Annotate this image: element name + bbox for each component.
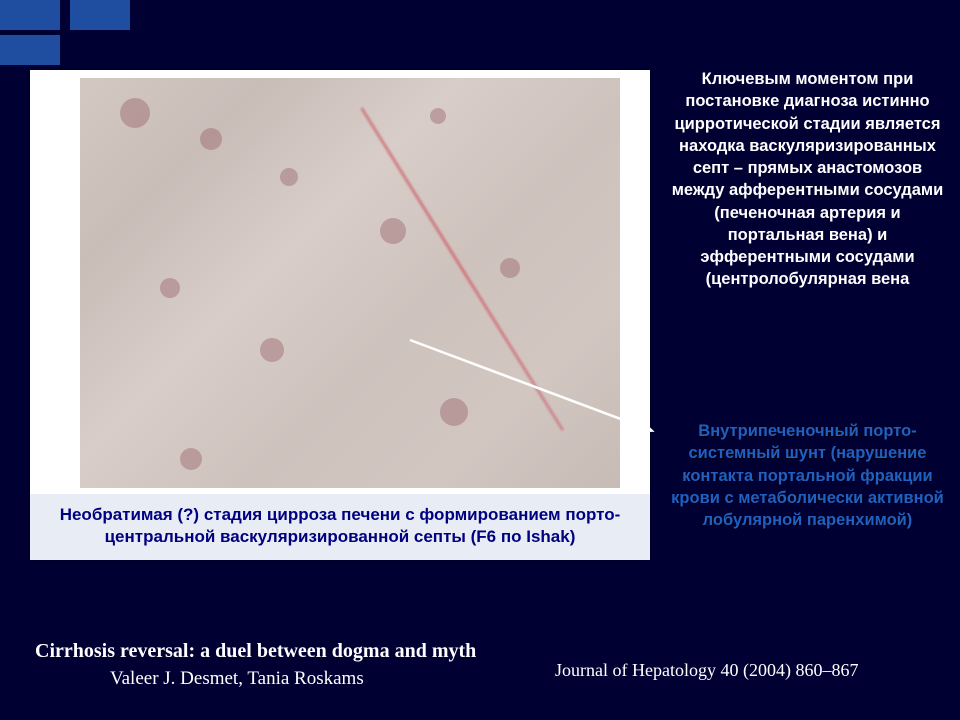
tissue-spot	[430, 108, 446, 124]
histology-image	[80, 78, 620, 488]
histology-figure: Необратимая (?) стадия цирроза печени с …	[30, 70, 650, 560]
tissue-spot	[440, 398, 468, 426]
citation-authors: Valeer J. Desmet, Tania Roskams	[110, 668, 364, 690]
caption-text: Необратимая (?) стадия цирроза печени с …	[50, 504, 630, 548]
tissue-spot	[180, 448, 202, 470]
tissue-spot	[160, 278, 180, 298]
tissue-spot	[120, 98, 150, 128]
caption-box: Необратимая (?) стадия цирроза печени с …	[30, 494, 650, 560]
tissue-spot	[260, 338, 284, 362]
citation-title: Cirrhosis reversal: a duel between dogma…	[35, 640, 476, 663]
citation-journal: Journal of Hepatology 40 (2004) 860–867	[555, 660, 858, 681]
tissue-spot	[380, 218, 406, 244]
decor-block	[0, 35, 60, 65]
decor-block	[0, 0, 60, 30]
decor-block	[70, 0, 130, 30]
tissue-spot	[200, 128, 222, 150]
shunt-text: Внутрипеченочный порто-системный шунт (н…	[665, 420, 950, 531]
tissue-spot	[500, 258, 520, 278]
slide: Необратимая (?) стадия цирроза печени с …	[0, 0, 960, 720]
septa-annotation	[360, 107, 564, 431]
key-point-text: Ключевым моментом при постановке диагноз…	[665, 68, 950, 291]
tissue-spot	[280, 168, 298, 186]
